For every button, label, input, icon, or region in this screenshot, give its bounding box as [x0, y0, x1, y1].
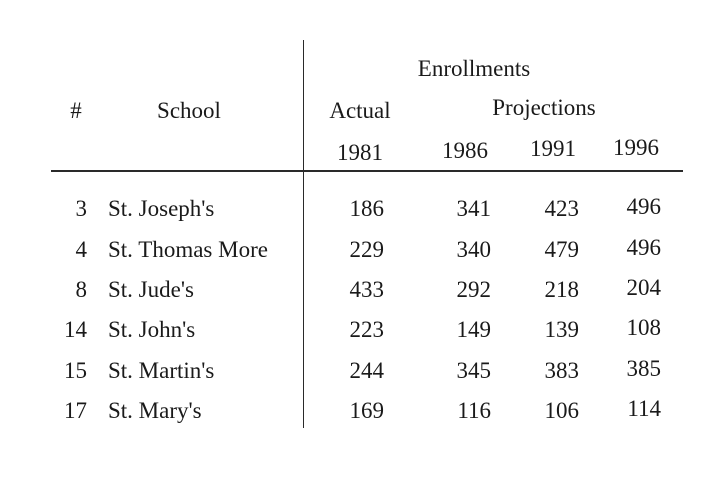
- enrollment-value: 106: [544, 398, 580, 423]
- row-number: 14: [64, 317, 87, 342]
- enrollments-header: Enrollments: [417, 56, 531, 81]
- enrollment-value: 223: [349, 317, 385, 342]
- row-number: 4: [75, 237, 88, 262]
- year-header: 1996: [613, 135, 659, 160]
- enrollment-value: 292: [456, 277, 492, 302]
- column-divider-vertical: [303, 40, 304, 428]
- number-header: #: [70, 98, 82, 123]
- row-number: 3: [75, 196, 88, 221]
- enrollment-value: 423: [544, 196, 580, 221]
- enrollment-value: 479: [544, 237, 580, 262]
- enrollment-value: 496: [626, 194, 662, 219]
- enrollment-value: 218: [544, 277, 580, 302]
- school-name: St. Mary's: [108, 398, 202, 423]
- enrollment-value: 496: [626, 235, 662, 260]
- enrollment-value: 114: [627, 396, 661, 421]
- enrollment-value: 169: [349, 398, 385, 423]
- enrollment-value: 139: [544, 317, 580, 342]
- school-name: St. Joseph's: [108, 196, 215, 221]
- enrollment-value: 229: [349, 237, 385, 262]
- enrollment-value: 186: [349, 196, 385, 221]
- year-header: 1986: [442, 138, 488, 163]
- year-header: 1991: [530, 136, 576, 161]
- row-number: 15: [64, 358, 87, 383]
- enrollment-value: 383: [544, 358, 580, 383]
- enrollment-value: 385: [626, 356, 662, 381]
- enrollment-value: 244: [349, 358, 385, 383]
- year-header: 1981: [337, 140, 383, 165]
- enrollment-value: 341: [456, 196, 492, 221]
- school-header: School: [157, 98, 221, 123]
- row-number: 8: [75, 277, 88, 302]
- school-name: St. John's: [108, 317, 196, 342]
- row-number: 17: [64, 398, 87, 423]
- enrollment-value: 345: [456, 358, 492, 383]
- projections-header: Projections: [492, 95, 596, 120]
- enrollment-value: 108: [626, 315, 662, 340]
- enrollment-value: 204: [626, 275, 662, 300]
- school-name: St. Thomas More: [108, 237, 268, 262]
- enrollment-value: 149: [456, 317, 492, 342]
- header-divider-horizontal: [51, 170, 683, 172]
- actual-header: Actual: [329, 98, 391, 123]
- enrollment-value: 433: [349, 277, 385, 302]
- enrollment-value: 116: [457, 398, 491, 423]
- enrollment-value: 340: [456, 237, 492, 262]
- school-name: St. Jude's: [108, 277, 194, 302]
- school-name: St. Martin's: [108, 358, 215, 383]
